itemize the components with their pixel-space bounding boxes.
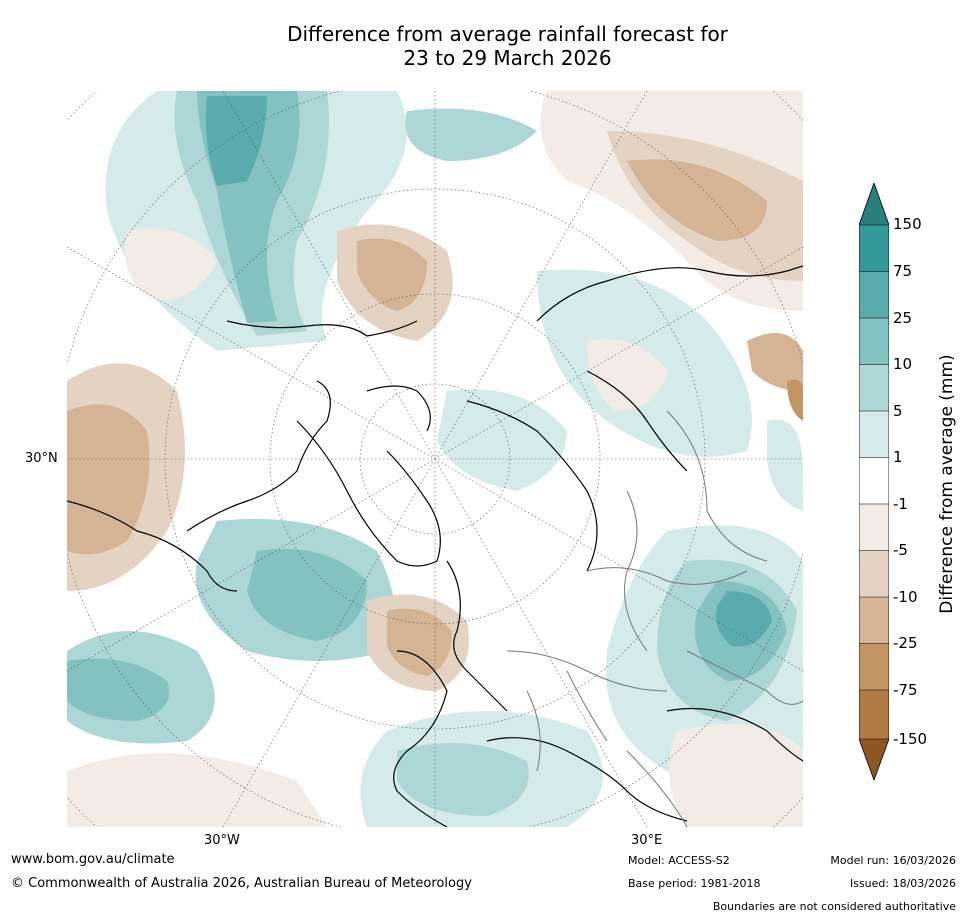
colorbar-segment bbox=[859, 225, 889, 272]
colorbar-segment bbox=[859, 643, 889, 690]
colorbar-tick: -10 bbox=[893, 588, 918, 606]
dry-anomaly-region bbox=[67, 91, 803, 827]
colorbar-tick: 10 bbox=[893, 355, 913, 373]
colorbar-segment bbox=[859, 690, 889, 739]
colorbar-extend-bottom bbox=[859, 739, 889, 780]
title-line-2: 23 to 29 March 2026 bbox=[403, 46, 612, 70]
colorbar-tick: -25 bbox=[893, 634, 918, 652]
colorbar-segment bbox=[859, 550, 889, 597]
latitude-label-30n: 30°N bbox=[25, 451, 58, 466]
title-line-1: Difference from average rainfall forecas… bbox=[287, 22, 728, 46]
colorbar bbox=[859, 183, 889, 781]
colorbar-extend-top bbox=[859, 183, 889, 225]
longitude-label-30w: 30°W bbox=[204, 833, 240, 848]
base-period-text: Base period: 1981-2018 bbox=[628, 877, 761, 890]
colorbar-segment bbox=[859, 318, 889, 365]
model-text: Model: ACCESS-S2 bbox=[628, 854, 730, 867]
colorbar-segment bbox=[859, 504, 889, 551]
model-run-text: Model run: 16/03/2026 bbox=[830, 854, 956, 867]
colorbar-tick: 75 bbox=[893, 262, 913, 280]
graticule bbox=[67, 91, 803, 827]
coastlines bbox=[67, 265, 803, 827]
colorbar-tick: -150 bbox=[893, 730, 928, 748]
colorbar-segment bbox=[859, 457, 889, 504]
colorbar-segment bbox=[859, 597, 889, 644]
copyright-text: © Commonwealth of Australia 2026, Austra… bbox=[11, 876, 472, 891]
map-title: Difference from average rainfall forecas… bbox=[200, 22, 815, 70]
wet-anomaly-region bbox=[67, 91, 803, 827]
colorbar-tick: -5 bbox=[893, 541, 908, 559]
longitude-label-30e: 30°E bbox=[631, 833, 663, 848]
colorbar-tick: 25 bbox=[893, 309, 913, 327]
colorbar-tick: 1 bbox=[893, 448, 903, 466]
colorbar-segment bbox=[859, 271, 889, 318]
rainfall-anomaly-map bbox=[67, 91, 803, 827]
colorbar-segment bbox=[859, 411, 889, 458]
colorbar-label: Difference from average (mm) bbox=[937, 354, 957, 614]
country-borders bbox=[506, 410, 803, 827]
colorbar-tick: -75 bbox=[893, 681, 918, 699]
website-link[interactable]: www.bom.gov.au/climate bbox=[11, 852, 175, 867]
colorbar-tick: 150 bbox=[893, 215, 922, 233]
colorbar-segment bbox=[859, 364, 889, 411]
issued-text: Issued: 18/03/2026 bbox=[849, 877, 956, 890]
disclaimer-text: Boundaries are not considered authoritat… bbox=[712, 900, 956, 913]
colorbar-tick: 5 bbox=[893, 402, 903, 420]
colorbar-tick: -1 bbox=[893, 495, 908, 513]
